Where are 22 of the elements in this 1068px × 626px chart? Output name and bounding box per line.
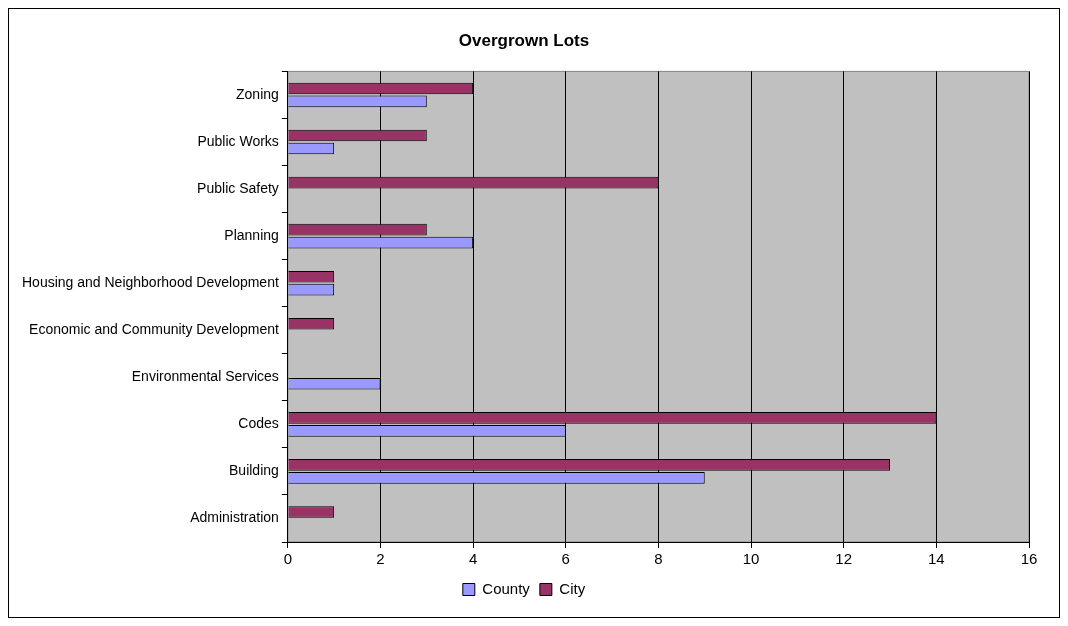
y-tick-label: Public Safety: [197, 179, 279, 196]
y-tick-label: Building: [229, 462, 279, 479]
y-tick-label: Zoning: [236, 85, 279, 102]
y-tick-label: Environmental Services: [131, 368, 279, 385]
y-tick-label: Economic and Community Development: [29, 321, 279, 338]
x-tick-label: 0: [283, 550, 293, 568]
x-tick-label: 12: [835, 550, 853, 568]
x-tick-label: 6: [561, 550, 570, 568]
x-tick-label: 4: [468, 550, 478, 568]
legend-label: County: [482, 579, 531, 597]
y-tick-label: Codes: [238, 415, 279, 432]
x-tick-label: 16: [1020, 550, 1038, 568]
y-tick-label: Public Works: [197, 132, 279, 149]
x-tick-label: 14: [928, 550, 945, 568]
legend-label: City: [559, 579, 586, 597]
x-tick-label: 2: [376, 550, 385, 568]
x-tick-label: 8: [654, 550, 663, 568]
chart-title: Overgrown Lots: [458, 30, 590, 50]
y-tick-label: Planning: [224, 226, 279, 243]
y-tick-label: Administration: [190, 509, 279, 526]
x-tick-label: 10: [742, 550, 760, 568]
y-tick-label: Housing and Neighborhood Development: [22, 274, 279, 291]
